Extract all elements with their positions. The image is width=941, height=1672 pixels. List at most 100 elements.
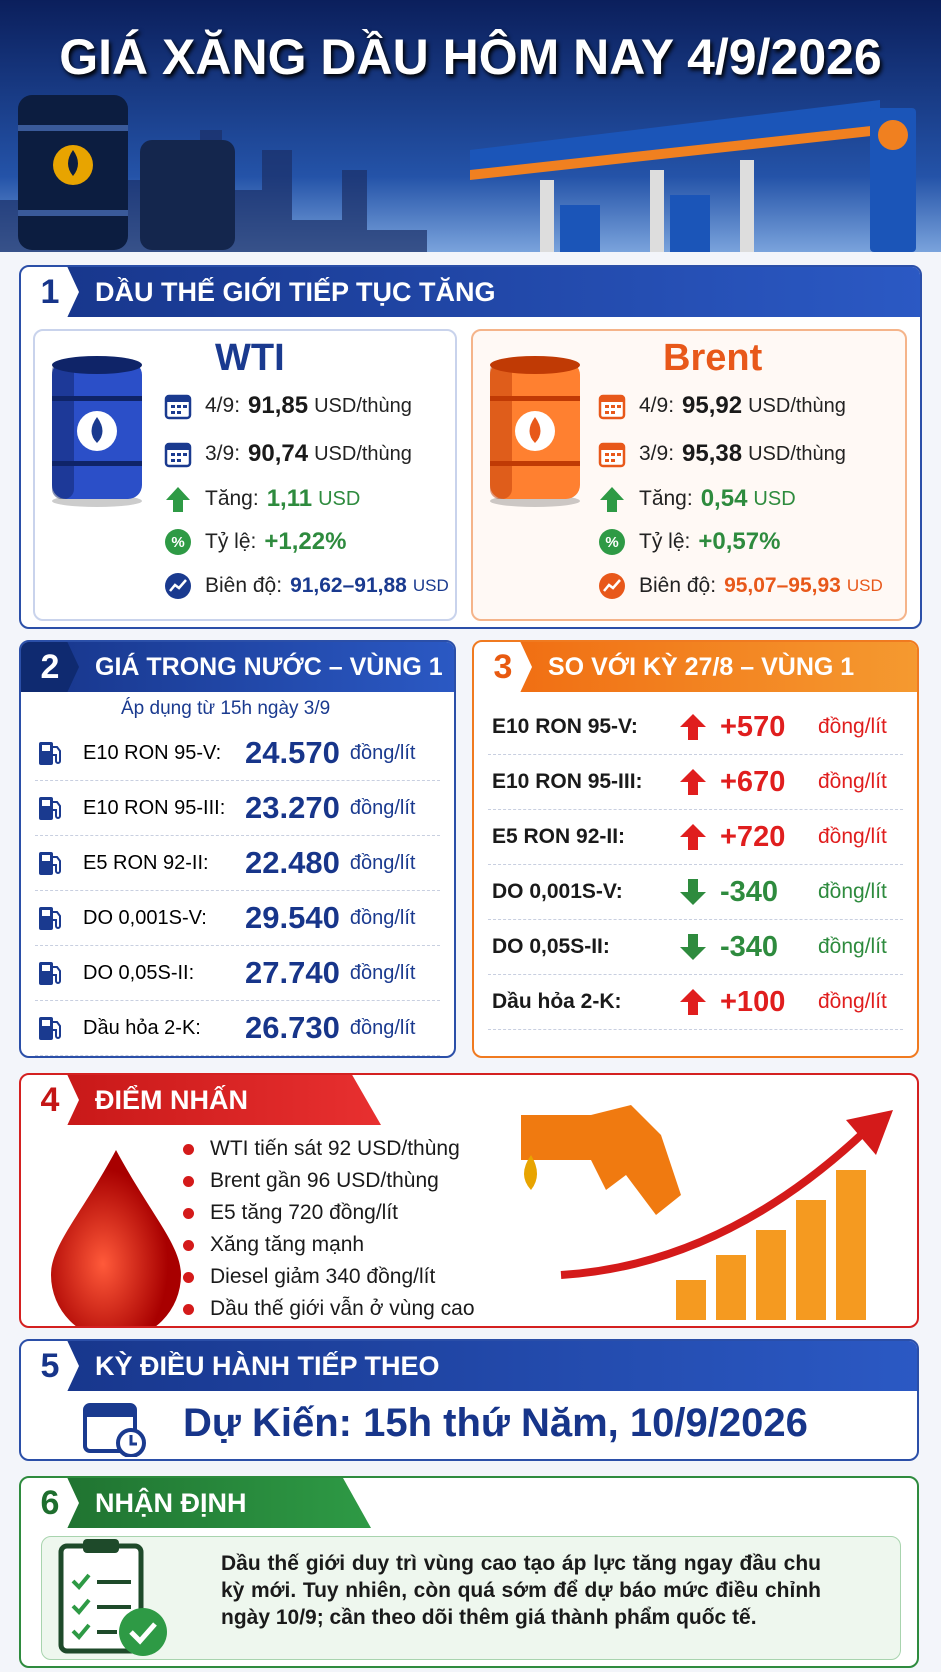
section-title: SO VỚI KỲ 27/8 – VÙNG 1 xyxy=(548,652,855,681)
product: Dầu hỏa 2-K: xyxy=(83,1016,201,1039)
change: -340 xyxy=(720,930,779,963)
product: DO 0,001S-V: xyxy=(492,880,623,903)
bullet-dot xyxy=(183,1271,194,1283)
section-header: 1 DẦU THẾ GIỚI TIẾP TỤC TĂNG xyxy=(21,267,920,317)
arrowup-icon xyxy=(680,989,706,1015)
assessment-panel xyxy=(41,1536,901,1660)
card-row: 3/9: 90,74 USD/thùng xyxy=(163,439,412,469)
card-row: 4/9: 95,92 USD/thùng xyxy=(597,391,846,421)
row-value: +1,22% xyxy=(264,528,347,555)
section-next: 5 KỲ ĐIỀU HÀNH TIẾP THEO Dự Kiến: 15h thứ… xyxy=(19,1339,919,1461)
unit: đồng/lít xyxy=(818,880,887,903)
price-row: E5 RON 92-II: 22.480 đồng/lít xyxy=(35,836,440,891)
product: DO 0,05S-II: xyxy=(83,961,195,984)
checklist-icon xyxy=(58,1539,167,1656)
price-row: Dầu hỏa 2-K: 26.730 đồng/lít xyxy=(35,1001,440,1056)
arrowdown-icon xyxy=(680,934,706,960)
section-compare: 3 SO VỚI KỲ 27/8 – VÙNG 1 E10 RON 95-V: +5… xyxy=(472,640,919,1058)
row-value: +0,57% xyxy=(698,528,781,555)
bullet-text: WTI tiến sát 92 USD/thùng xyxy=(210,1137,460,1160)
pump-icon xyxy=(39,797,61,820)
section-title: DẦU THẾ GIỚI TIẾP TỤC TĂNG xyxy=(95,276,496,307)
bullet-text: E5 tăng 720 đồng/lít xyxy=(210,1201,398,1224)
row-unit: USD xyxy=(846,576,883,595)
arrowup-icon xyxy=(680,769,706,795)
pct-icon: % xyxy=(599,529,625,555)
row-unit: USD/thùng xyxy=(314,394,412,417)
barrel-image xyxy=(490,356,580,507)
row-label: Tăng: xyxy=(639,487,693,510)
calendar-icon xyxy=(164,394,192,420)
card-title: Brent xyxy=(663,337,763,379)
section-header: 5 KỲ ĐIỀU HÀNH TIẾP THEO xyxy=(21,1341,917,1391)
calendar-icon xyxy=(164,442,192,468)
section-number: 6 xyxy=(21,1478,79,1528)
pump-icon xyxy=(39,1017,61,1040)
card-row: 4/9: 91,85 USD/thùng xyxy=(163,391,412,421)
row-value: 0,54 xyxy=(700,485,748,512)
section-header: 2 GIÁ TRONG NƯỚC – VÙNG 1 xyxy=(21,642,454,692)
product: DO 0,05S-II: xyxy=(492,935,610,958)
barrel-image xyxy=(52,356,142,507)
card-row: 3/9: 95,38 USD/thùng xyxy=(597,439,846,469)
bullet-item: WTI tiến sát 92 USD/thùng xyxy=(183,1137,460,1161)
highlight-art xyxy=(51,1105,893,1326)
unit: đồng/lít xyxy=(818,715,887,738)
row-unit: USD xyxy=(318,487,361,510)
arrowdown-icon xyxy=(680,879,706,905)
change-row: E10 RON 95-V: +570 đồng/lít xyxy=(488,700,903,755)
bullet-text: Brent gần 96 USD/thùng xyxy=(210,1169,439,1192)
unit: đồng/lít xyxy=(818,825,887,848)
price-row: E10 RON 95-V: 24.570 đồng/lít xyxy=(35,726,440,781)
section-assessment: 6 NHẬN ĐỊNH Dầu thế giới duy trì vùng cao… xyxy=(19,1476,919,1668)
price: 23.270 xyxy=(245,790,340,825)
row-unit: USD/thùng xyxy=(748,442,846,465)
calendar-icon xyxy=(598,442,626,468)
card-row: % Tỷ lệ: +0,57% xyxy=(597,527,786,557)
change: +670 xyxy=(720,765,786,798)
bullet-dot xyxy=(183,1239,194,1251)
unit: đồng/lít xyxy=(818,990,887,1013)
section-title: GIÁ TRONG NƯỚC – VÙNG 1 xyxy=(95,652,443,681)
pump-icon xyxy=(39,962,61,985)
row-label: 4/9: xyxy=(205,394,241,417)
bullet-text: Diesel giảm 340 đồng/lít xyxy=(210,1265,436,1288)
bullet-item: Brent gần 96 USD/thùng xyxy=(183,1169,439,1193)
section-header: 6 NHẬN ĐỊNH xyxy=(21,1478,371,1528)
pct-icon: % xyxy=(165,529,191,555)
section-number: 2 xyxy=(21,642,79,692)
trend-icon xyxy=(165,573,191,599)
change-row: DO 0,001S-V: -340 đồng/lít xyxy=(488,865,903,920)
row-label: 3/9: xyxy=(639,442,675,465)
bullet-item: E5 tăng 720 đồng/lít xyxy=(183,1201,398,1225)
price: 26.730 xyxy=(245,1010,340,1045)
card-title: WTI xyxy=(215,337,285,379)
row-label: Tỷ lệ: xyxy=(639,530,691,553)
arrowup-icon xyxy=(680,824,706,850)
section-title: ĐIỂM NHẤN xyxy=(95,1084,248,1115)
price-row: DO 0,001S-V: 29.540 đồng/lít xyxy=(35,891,440,946)
unit: đồng/lít xyxy=(349,741,416,764)
section-number: 4 xyxy=(21,1075,79,1125)
change-row: E10 RON 95-III: +670 đồng/lít xyxy=(488,755,903,810)
bullet-item: Diesel giảm 340 đồng/lít xyxy=(183,1265,435,1289)
bullet-text: Xăng tăng mạnh xyxy=(210,1233,365,1256)
row-label: Tỷ lệ: xyxy=(205,530,257,553)
bullet-dot xyxy=(183,1207,194,1219)
bullet-dot xyxy=(183,1303,194,1315)
row-label: 3/9: xyxy=(205,442,241,465)
card-row: Tăng: 1,11 USD xyxy=(163,484,360,514)
trend-icon xyxy=(599,573,625,599)
unit: đồng/lít xyxy=(349,796,416,819)
price-row: E10 RON 95-III: 23.270 đồng/lít xyxy=(35,781,440,836)
row-unit: USD xyxy=(412,576,449,595)
card-row: Tăng: 0,54 USD xyxy=(597,484,796,514)
assessment-text: Dầu thế giới duy trì vùng cao tạo áp lực… xyxy=(221,1552,821,1629)
row-value: 95,92 xyxy=(682,392,743,419)
section-world-oil: 1 DẦU THẾ GIỚI TIẾP TỤC TĂNG WTI 4/9: 91,85… xyxy=(19,265,922,629)
row-value: 1,11 xyxy=(266,485,313,512)
section-number: 1 xyxy=(21,267,79,317)
section-header: 3 SO VỚI KỲ 27/8 – VÙNG 1 xyxy=(474,642,917,692)
product: Dầu hỏa 2-K: xyxy=(492,990,622,1013)
